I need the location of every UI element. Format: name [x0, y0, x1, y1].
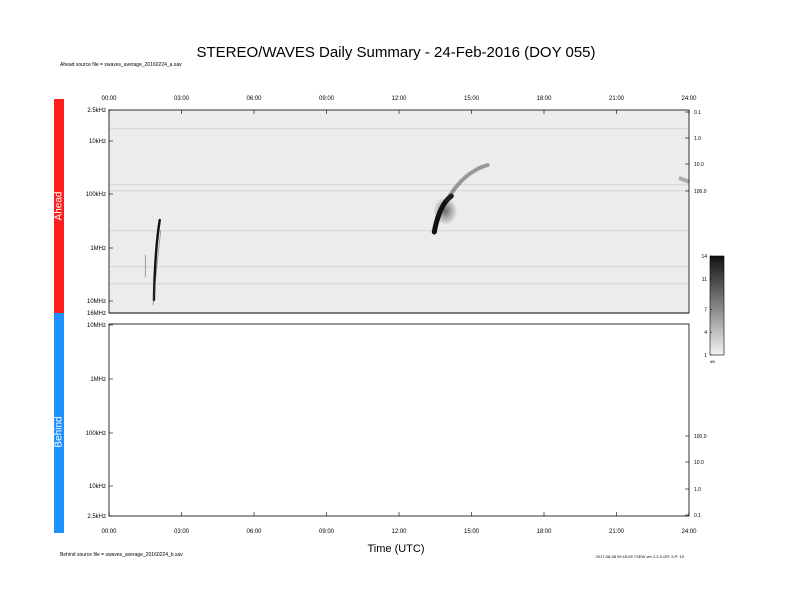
x-tick-label-bottom: 21:00	[609, 529, 625, 535]
x-tick-label-top: 24:00	[681, 96, 697, 102]
x-tick-label-top: 06:00	[246, 96, 262, 102]
x-tick-label-bottom: 12:00	[391, 529, 407, 535]
x-axis-label: Time (UTC)	[367, 543, 425, 555]
y-tick-label-ahead: 16MHz	[87, 311, 106, 317]
colorbar-scale	[709, 255, 725, 356]
ahead-panel-bar	[54, 99, 64, 313]
y-tick-label-ahead: 100kHz	[86, 192, 106, 198]
colorbar: 14 11 7 4 1	[701, 254, 725, 359]
behind-panel-bar	[54, 313, 64, 533]
burst-1-trail	[152, 229, 162, 306]
y-tick-label-ahead: 10MHz	[87, 299, 106, 305]
x-tick-label-top: 15:00	[464, 96, 480, 102]
y-tick-label-ahead: 10kHz	[89, 139, 106, 145]
y-tick-label-behind: 10MHz	[87, 323, 106, 329]
y2-tick-label-ahead: 100.0	[694, 189, 707, 195]
x-tick-label-top: 21:00	[609, 96, 625, 102]
y2-tick-label-ahead: 0.1	[694, 110, 701, 116]
y-tick-label-behind: 2.5kHz	[87, 514, 106, 520]
colorbar-tick-label: 7	[704, 307, 707, 313]
version-note: 2017-08-08 09:15:09 TSEW ver 2.2.3 GR: 5…	[595, 554, 684, 559]
burst-1-secondary	[144, 255, 146, 277]
interference-line	[109, 283, 689, 285]
y-tick-label-behind: 100kHz	[86, 431, 106, 437]
y2-tick-label-ahead: 10.0	[694, 162, 704, 168]
y-tick-label-ahead: 1MHz	[90, 246, 106, 252]
x-tick-label-bottom: 24:00	[681, 529, 697, 535]
y-tick-label-ahead: 2.5kHz	[87, 108, 106, 114]
burst-2-core	[431, 193, 454, 235]
behind-source-file: Behind source file = swaves_average_2016…	[60, 552, 183, 558]
burst-edge	[678, 176, 690, 184]
y-tick-label-behind: 1MHz	[90, 377, 106, 383]
radio-bursts	[144, 163, 690, 306]
interference-line	[109, 128, 689, 130]
spectrogram-background	[109, 110, 689, 313]
x-tick-label-bottom: 15:00	[464, 529, 480, 535]
interference-line	[109, 230, 689, 232]
interference-line	[109, 266, 689, 268]
colorbar-tick-label: 4	[704, 330, 707, 336]
x-tick-label-bottom: 06:00	[246, 529, 262, 535]
x-tick-label-bottom: 00:00	[101, 529, 117, 535]
x-tick-label-top: 00:00	[101, 96, 117, 102]
colorbar-unit: dB	[710, 359, 715, 364]
x-tick-label-bottom: 03:00	[174, 529, 190, 535]
ahead-source-file: Ahead source file = swaves_average_20160…	[60, 62, 182, 68]
x-tick-label-bottom: 09:00	[319, 529, 335, 535]
x-tick-label-top: 03:00	[174, 96, 190, 102]
interference-line	[109, 184, 689, 186]
y2-tick-label-behind: 1.0	[694, 487, 701, 493]
axis-ticks: 00:00 00:00 03:00 03:00 06:00 06:00 09:00 09:00…	[86, 96, 707, 535]
x-tick-label-top: 09:00	[319, 96, 335, 102]
y2-tick-label-behind: 10.0	[694, 460, 704, 466]
colorbar-tick-label: 11	[702, 277, 707, 283]
y2-tick-label-behind: 100.0	[694, 434, 707, 440]
y2-tick-label-behind: 0.1	[694, 513, 701, 519]
x-tick-label-top: 18:00	[536, 96, 552, 102]
x-tick-label-top: 12:00	[391, 96, 407, 102]
y2-tick-label-ahead: 1.0	[694, 136, 701, 142]
ahead-spectrogram	[109, 110, 689, 313]
colorbar-tick-label: 1	[704, 353, 707, 359]
y-tick-label-behind: 10kHz	[89, 484, 106, 490]
colorbar-tick-label: 14	[701, 254, 707, 260]
interference-line	[109, 190, 689, 192]
chart-title: STEREO/WAVES Daily Summary - 24-Feb-2016…	[196, 44, 596, 61]
burst-2-drift	[445, 163, 490, 202]
x-tick-label-bottom: 18:00	[536, 529, 552, 535]
behind-frame	[108, 323, 690, 517]
